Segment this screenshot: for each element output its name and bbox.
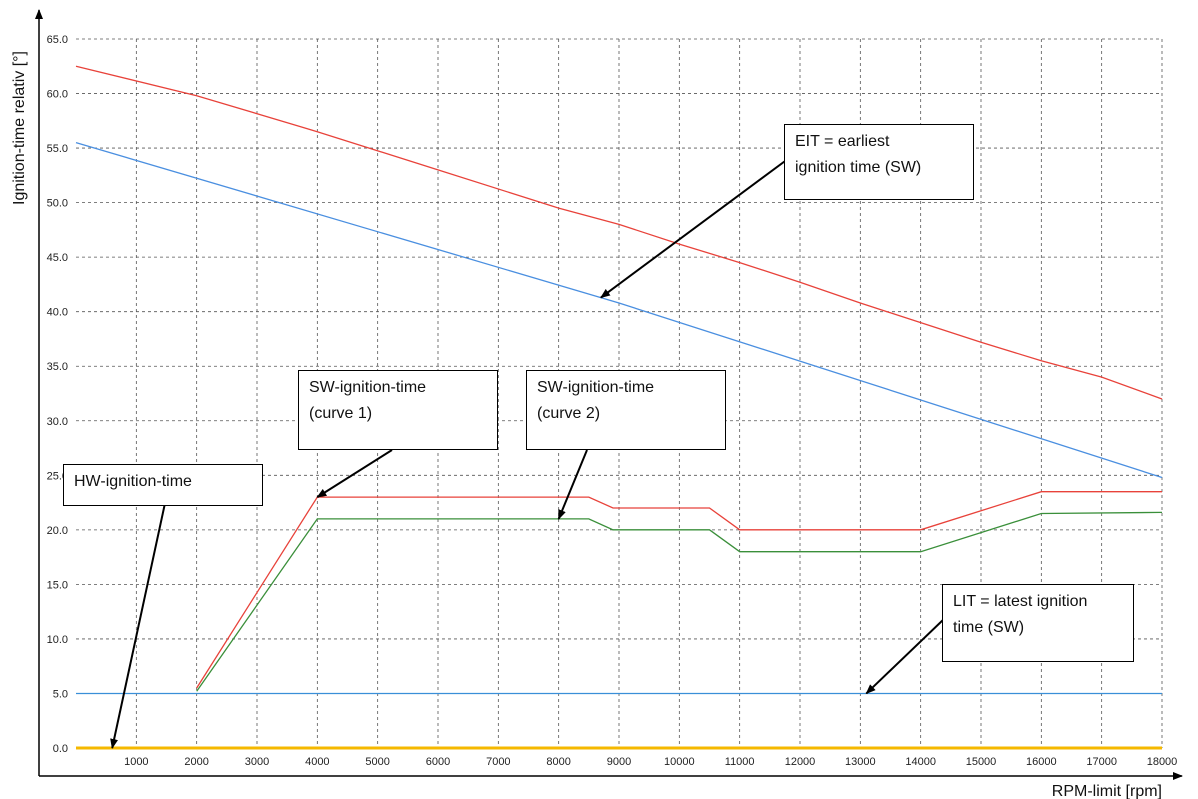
y-tick-label: 25.0 [47,470,68,482]
series-line-1 [75,65,1163,400]
y-tick-label: 65.0 [47,34,68,46]
y-tick-label: 45.0 [47,252,68,264]
y-axis-title: Ignition-time relativ [°] [11,51,28,205]
y-tick-label: 15.0 [47,579,68,591]
series-layer [75,65,1163,750]
x-tick-label: 9000 [607,756,631,768]
x-tick-label: 6000 [426,756,450,768]
x-tick-label: 18000 [1147,756,1178,768]
y-tick-label: 10.0 [47,634,68,646]
x-axis-title: RPM-limit [rpm] [1052,783,1162,799]
arrow-hw [110,479,171,749]
y-tick-label: 40.0 [47,307,68,319]
annotation-lit: LIT = latest ignition time (SW) [942,584,1134,662]
series-line-2 [75,141,1163,479]
y-tick-label: 60.0 [47,89,68,101]
x-tick-label: 4000 [305,756,329,768]
series-line-4 [196,511,1163,692]
arrow-sw1 [316,449,393,498]
y-tick-label: 5.0 [53,688,68,700]
series-line-3 [196,491,1162,689]
y-tick-label: 50.0 [47,198,68,210]
axes [35,9,1183,780]
x-tick-label: 7000 [486,756,510,768]
x-tick-label: 15000 [966,756,997,768]
annotation-hw: HW-ignition-time [63,464,263,506]
arrow-sw2 [557,449,588,520]
x-tick-label: 1000 [124,756,148,768]
annotation-sw1: SW-ignition-time (curve 1) [298,370,498,450]
annotation-sw2: SW-ignition-time (curve 2) [526,370,726,450]
y-tick-label: 35.0 [47,361,68,373]
x-tick-label: 14000 [905,756,936,768]
y-tick-label: 0.0 [53,743,68,755]
x-tick-label: 5000 [365,756,389,768]
x-tick-label: 3000 [245,756,269,768]
arrow-eit [600,149,801,299]
y-tick-label: 55.0 [47,143,68,155]
y-tick-label: 30.0 [47,416,68,428]
annotation-arrows [110,149,945,749]
x-tick-label: 2000 [184,756,208,768]
tick-labels: 1000 2000 3000 4000 5000 6000 7000 8000 9000 1000… [47,34,1178,768]
x-tick-label: 8000 [546,756,570,768]
y-tick-label: 20.0 [47,525,68,537]
x-tick-label: 13000 [845,756,876,768]
annotation-eit: EIT = earliest ignition time (SW) [784,124,974,200]
x-tick-label: 16000 [1026,756,1057,768]
arrow-lit [865,618,945,695]
x-tick-label: 11000 [725,756,755,768]
x-tick-label: 17000 [1086,756,1117,768]
x-tick-label: 12000 [785,756,816,768]
x-tick-label: 10000 [664,756,695,768]
